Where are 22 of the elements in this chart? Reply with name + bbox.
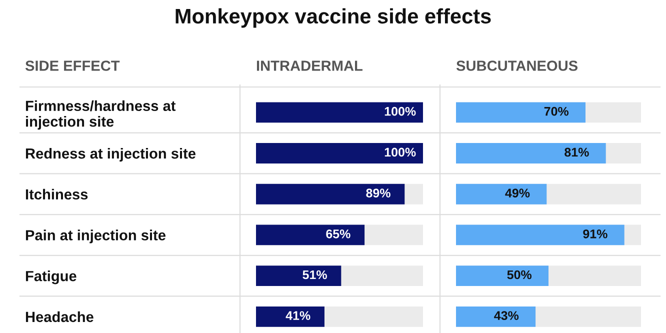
data-label: 81%	[564, 148, 589, 157]
data-label: 100%	[384, 106, 416, 116]
data-label: 100%	[384, 148, 416, 157]
data-label: 49%	[505, 188, 530, 198]
chart-subtitle: SUBCUTANEOUS	[456, 60, 578, 71]
y-tick-label: Itchiness	[26, 188, 88, 200]
y-tick-label: Pain at injection site	[26, 230, 166, 244]
data-label: 91%	[583, 229, 608, 238]
data-label: 70%	[544, 106, 569, 116]
chart-subtitle: INTRADERMAL	[256, 60, 362, 71]
y-tick-label: Redness at injection site	[26, 148, 196, 162]
y-axis-title: SIDE EFFECT	[25, 60, 120, 71]
data-label: 50%	[507, 270, 532, 280]
y-tick-label: Headache	[26, 311, 94, 322]
data-label: 65%	[326, 229, 350, 238]
data-label: 43%	[494, 311, 519, 320]
data-label: 41%	[286, 311, 310, 320]
chart-title: Monkeypox vaccine side effects	[176, 8, 491, 28]
data-label: 51%	[302, 270, 327, 280]
y-tick-label: Fatigue	[26, 270, 76, 284]
data-label: 89%	[366, 188, 390, 198]
y-tick-label: Firmness/hardness at injection site	[26, 100, 176, 130]
